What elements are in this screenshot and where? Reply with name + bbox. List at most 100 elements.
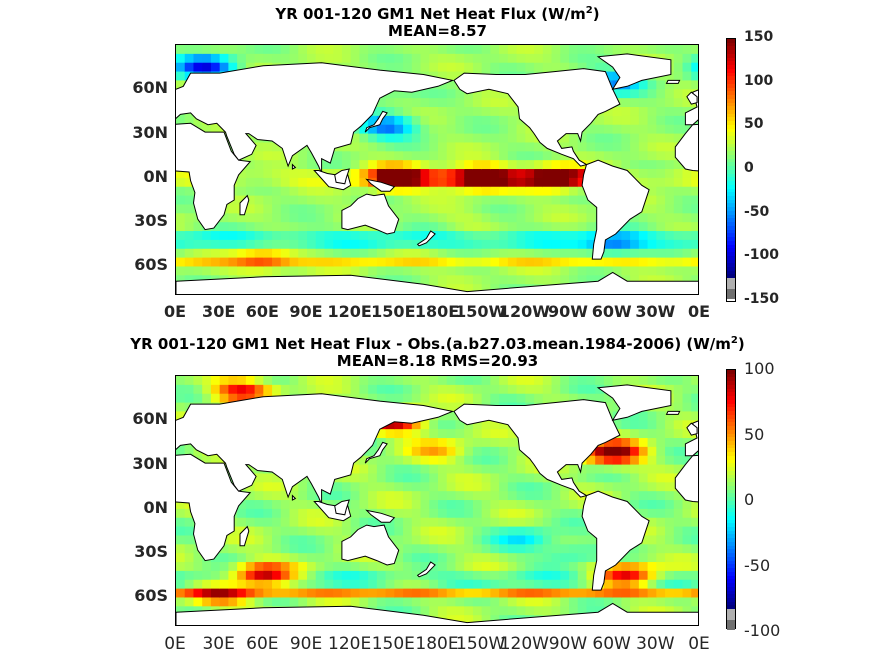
heat-flux-cell — [420, 248, 430, 259]
heat-flux-cell — [507, 384, 518, 395]
heat-flux-cell — [385, 393, 395, 404]
heat-flux-cell — [665, 80, 675, 90]
heat-flux-cell — [551, 257, 561, 268]
heat-flux-cell — [647, 473, 657, 483]
heat-flux-cell — [603, 473, 614, 483]
heat-flux-cell — [289, 53, 299, 64]
heat-flux-cell — [411, 429, 422, 439]
colorbar-tick-label: 100 — [744, 359, 775, 378]
heat-flux-cell — [341, 142, 352, 152]
heat-flux-cell — [315, 53, 326, 64]
heat-flux-cell — [420, 544, 430, 554]
heat-flux-cell — [525, 393, 535, 404]
heat-flux-cell — [411, 535, 422, 545]
heat-flux-cell — [682, 222, 692, 232]
heat-flux-cell — [254, 53, 264, 64]
heat-flux-cell — [630, 160, 640, 170]
heat-flux-cell — [411, 376, 422, 386]
heat-flux-cell — [525, 455, 535, 466]
heat-flux-cell — [315, 517, 326, 528]
heat-flux-cell — [202, 393, 212, 404]
heat-flux-cell — [691, 393, 698, 404]
heat-flux-cell — [499, 464, 509, 475]
panel1-subtitle: MEAN=8.57 — [388, 22, 487, 40]
panel2-map — [175, 375, 699, 626]
heat-flux-cell — [682, 535, 692, 545]
heat-flux-cell — [472, 160, 483, 170]
heat-flux-cell — [481, 553, 491, 563]
australia-landmass — [341, 524, 400, 566]
heat-flux-cell — [455, 284, 465, 294]
colorbar-segment — [727, 414, 735, 420]
heat-flux-cell — [630, 89, 640, 99]
heat-flux-cell — [586, 142, 596, 152]
heat-flux-cell — [429, 124, 439, 135]
heat-flux-cell — [429, 89, 439, 99]
heat-flux-cell — [603, 482, 614, 492]
heat-flux-cell — [298, 213, 308, 223]
heat-flux-cell — [359, 257, 369, 268]
heat-flux-cell — [516, 124, 526, 135]
heat-flux-cell — [438, 266, 448, 276]
colorbar-segment — [727, 65, 735, 70]
heat-flux-cell — [673, 169, 684, 179]
heat-flux-cell — [446, 473, 457, 483]
heat-flux-cell — [542, 186, 553, 197]
heat-flux-cell — [673, 446, 684, 457]
heat-flux-cell — [481, 151, 491, 161]
heat-flux-cell — [577, 393, 588, 404]
heat-flux-cell — [324, 517, 334, 528]
heat-flux-cell — [525, 491, 535, 501]
heat-flux-cell — [481, 266, 491, 276]
heat-flux-cell — [560, 473, 570, 483]
heat-flux-cell — [376, 248, 387, 259]
heat-flux-cell — [630, 500, 640, 510]
heat-flux-cell — [551, 231, 561, 241]
heat-flux-cell — [438, 393, 448, 404]
lat-tick-label: 0N — [143, 166, 168, 186]
heat-flux-cell — [429, 553, 439, 563]
heat-flux-cell — [665, 438, 675, 448]
heat-flux-cell — [665, 133, 675, 144]
heat-flux-cell — [193, 588, 203, 599]
heat-flux-cell — [228, 597, 238, 607]
heat-flux-cell — [210, 570, 221, 581]
heat-flux-cell — [237, 376, 247, 386]
heat-flux-cell — [691, 239, 698, 250]
heat-flux-cell — [472, 438, 483, 448]
heat-flux-cell — [673, 508, 684, 519]
heat-flux-cell — [219, 213, 229, 223]
heat-flux-cell — [682, 275, 692, 285]
heat-flux-cell — [237, 62, 247, 73]
heat-flux-cell — [691, 169, 698, 179]
heat-flux-cell — [202, 266, 212, 276]
colorbar-tick-label: -100 — [744, 247, 780, 264]
heat-flux-cell — [376, 266, 387, 276]
heat-flux-cell — [525, 186, 535, 197]
heat-flux-cell — [630, 553, 640, 563]
heat-flux-cell — [176, 517, 186, 528]
colorbar-segment — [727, 237, 735, 242]
heat-flux-cell — [499, 455, 509, 466]
heat-flux-cell — [184, 204, 195, 214]
heat-flux-cell — [176, 195, 186, 206]
heat-flux-cell — [420, 464, 430, 475]
heat-flux-cell — [446, 464, 457, 475]
heat-flux-cell — [429, 53, 439, 64]
heat-flux-cell — [438, 142, 448, 152]
heat-flux-cell — [647, 562, 657, 572]
heat-flux-cell — [481, 248, 491, 259]
heat-flux-cell — [176, 500, 186, 510]
heat-flux-cell — [245, 597, 256, 607]
heat-flux-cell — [359, 266, 369, 276]
heat-flux-cell — [499, 115, 509, 126]
heat-flux-cell — [621, 420, 631, 430]
heat-flux-cell — [612, 446, 622, 457]
heat-flux-cell — [429, 115, 439, 126]
heat-flux-cell — [245, 160, 256, 170]
heat-flux-cell — [516, 562, 526, 572]
heat-flux-cell — [455, 517, 465, 528]
heat-flux-cell — [560, 53, 570, 64]
heat-flux-cell — [429, 500, 439, 510]
heat-flux-cell — [481, 615, 491, 625]
